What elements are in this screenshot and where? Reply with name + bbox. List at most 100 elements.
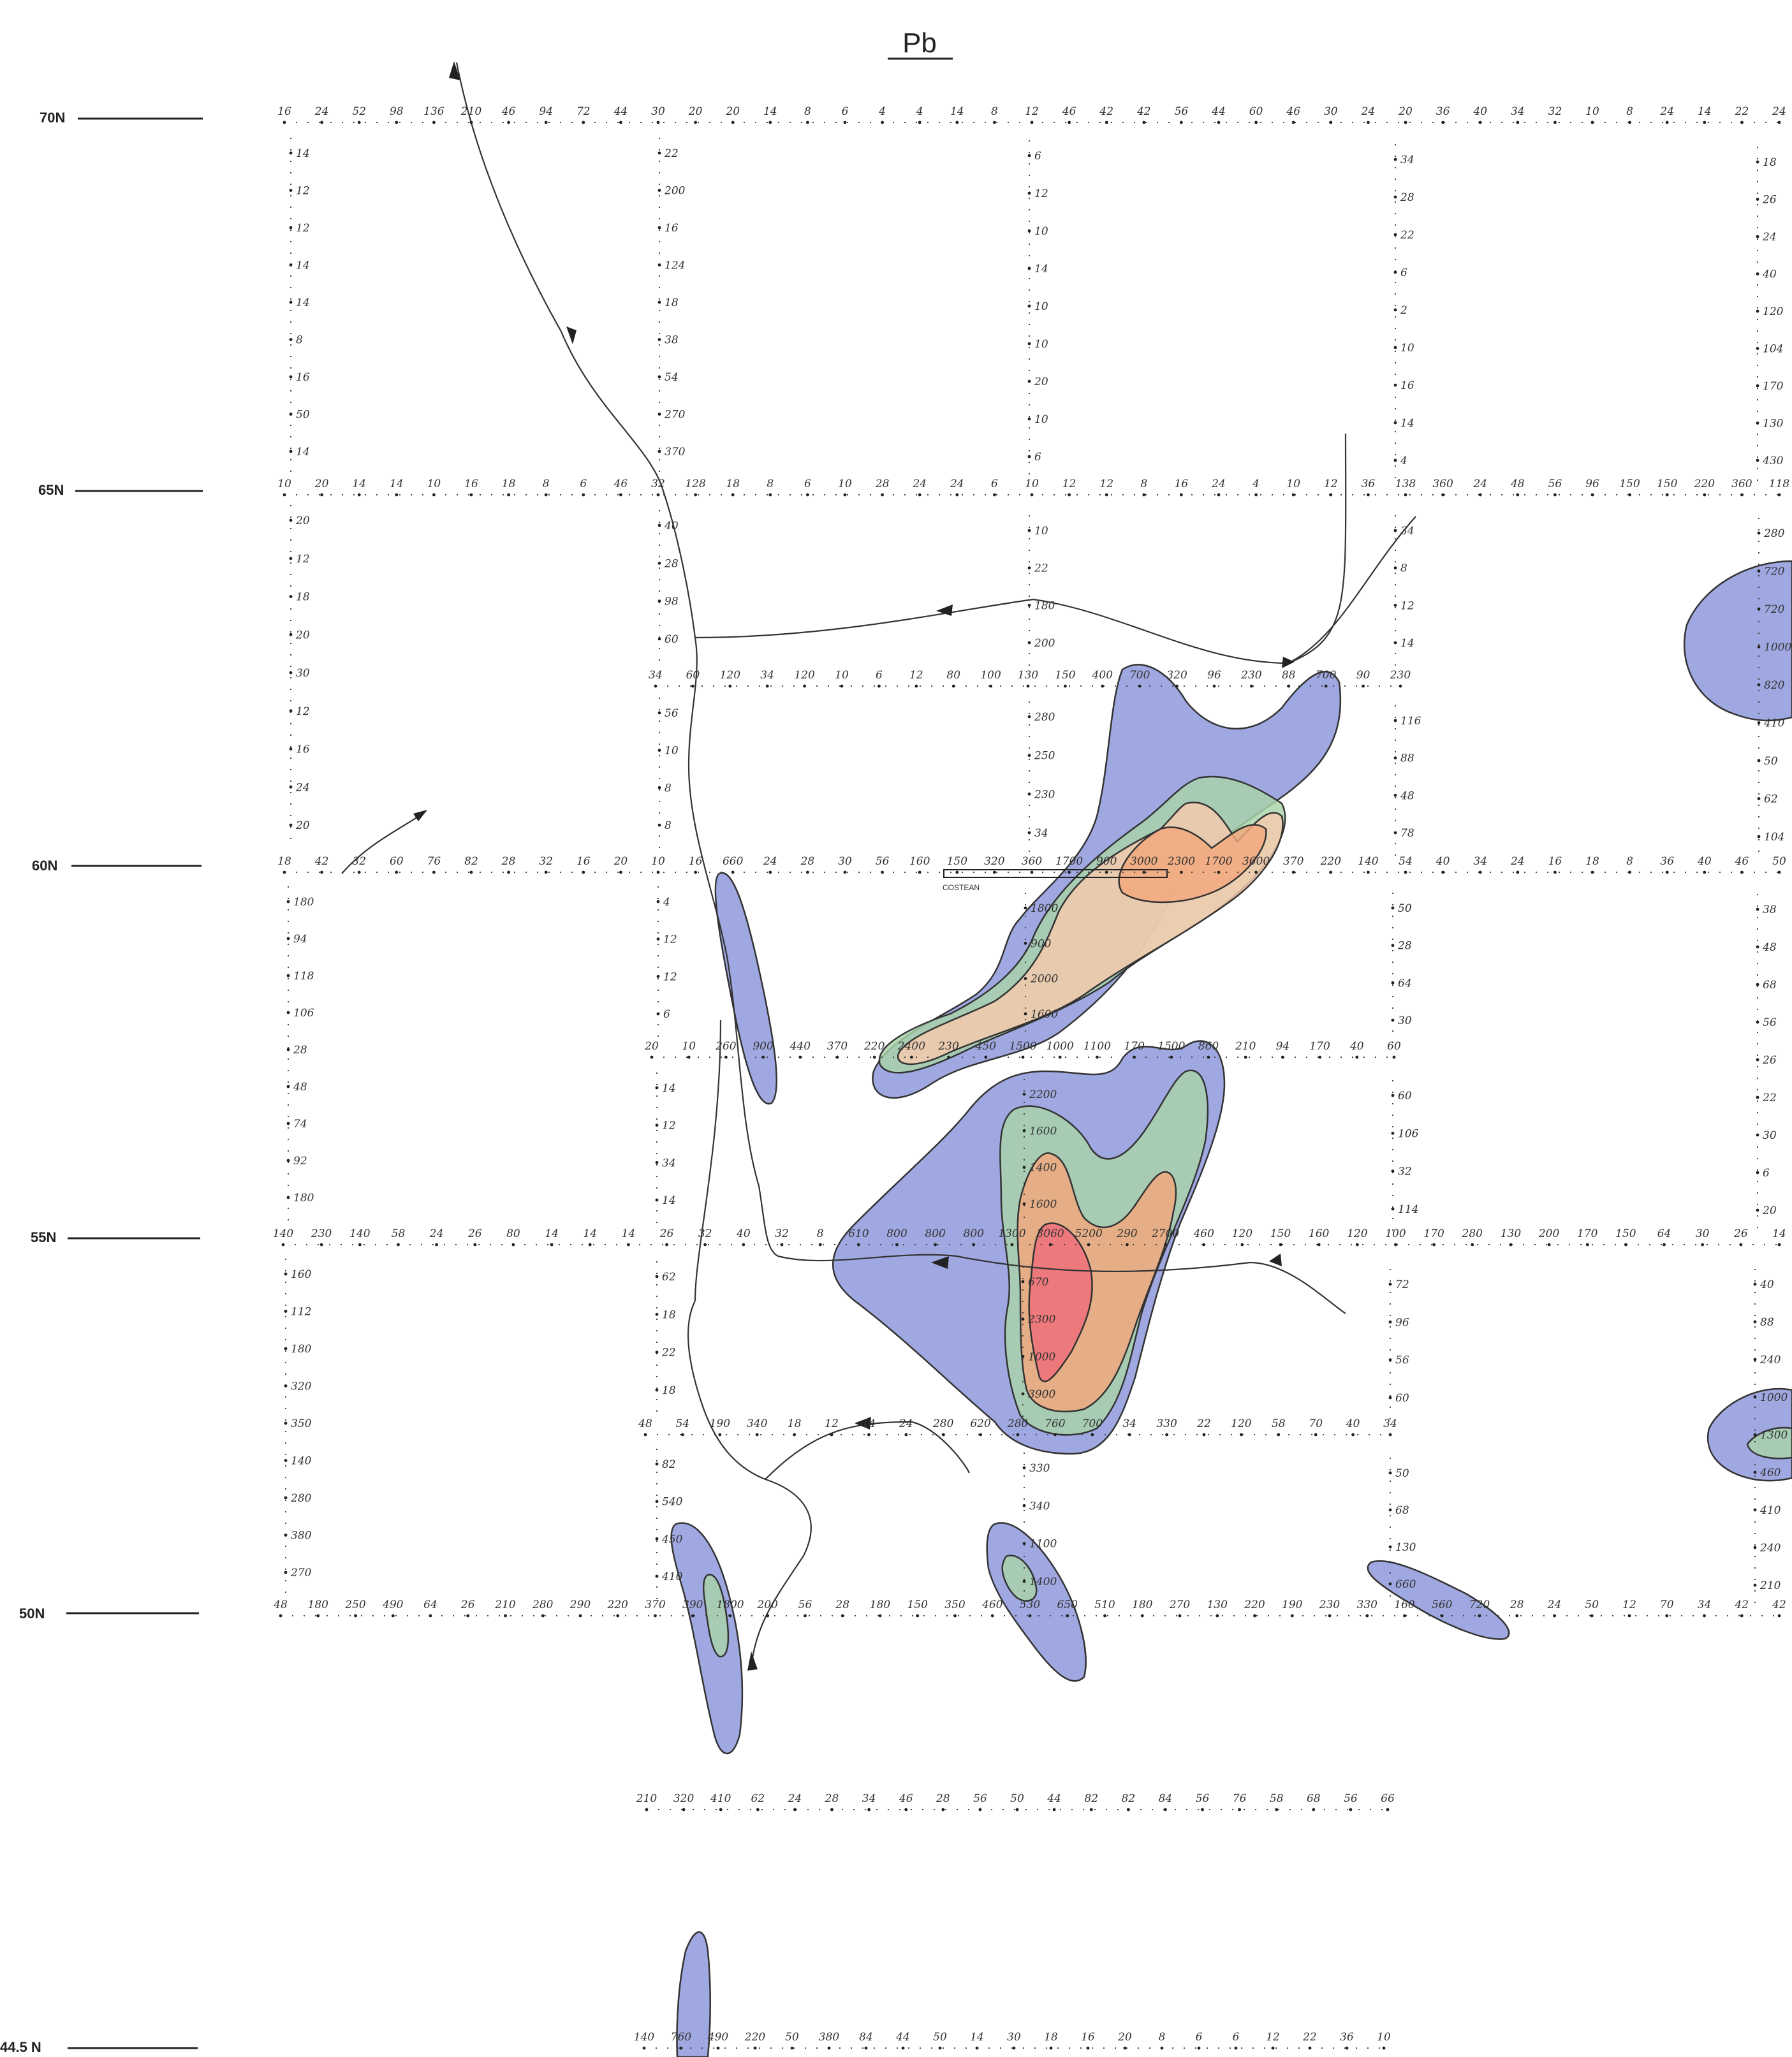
sample-value-col-d-7: 14	[1400, 417, 1414, 430]
sample-point-row-60n-4	[432, 870, 436, 874]
sample-value-row-50n-12: 1800	[716, 1599, 744, 1611]
sample-value-col-a4-6: 280	[290, 1492, 312, 1505]
sample-point-col-a4-0	[284, 1272, 288, 1276]
sample-point-row-57n-3	[761, 1055, 765, 1059]
sample-value-row-47n-1: 320	[673, 1792, 694, 1805]
sample-value-col-a2-4: 30	[296, 667, 310, 680]
sample-point-row-65n-31	[1441, 493, 1445, 497]
sample-value-row-52n-17: 58	[1272, 1417, 1286, 1430]
sample-point-row-44n-8	[938, 2046, 942, 2050]
sample-value-row-50n-16: 180	[870, 1599, 891, 1611]
sample-point-row-57n-11	[1058, 1055, 1062, 1059]
sample-value-col-d6-0: 72	[1395, 1278, 1409, 1291]
sample-point-row-60n-17	[918, 870, 922, 874]
sample-value-row-44n-1: 760	[671, 2031, 692, 2044]
sample-value-row-50n-34: 24	[1547, 1599, 1562, 1611]
sample-point-col-e4-4	[1753, 1433, 1757, 1437]
sample-value-row-65n-6: 18	[502, 478, 516, 490]
sample-value-row-50n-26: 220	[1244, 1599, 1265, 1611]
sample-value-row-70n-36: 8	[1626, 105, 1633, 118]
sample-point-col-c-0	[1027, 154, 1031, 157]
sample-value-row-50n-36: 12	[1622, 1599, 1636, 1611]
sample-value-row-65n-0: 10	[277, 478, 291, 490]
sample-value-row-65n-2: 14	[352, 478, 366, 490]
sample-value-row-57n-8: 230	[937, 1040, 959, 1053]
sample-point-col-d-7	[1393, 421, 1397, 425]
sample-value-row-57n-19: 40	[1349, 1040, 1364, 1053]
sample-value-row-50n-31: 560	[1432, 1599, 1453, 1611]
sample-value-row-60n-5: 82	[464, 855, 478, 868]
sample-value-row-60n-24: 2300	[1167, 855, 1195, 868]
sample-value-col-e3-6: 30	[1763, 1129, 1777, 1142]
sample-point-row-50n-20	[1028, 1614, 1032, 1618]
sample-point-col-b3-0	[657, 711, 661, 715]
sample-value-col-b-0: 22	[664, 147, 679, 160]
sample-point-col-e3-2	[1756, 983, 1759, 986]
sample-value-row-62n-13: 700	[1129, 669, 1150, 682]
sample-point-row-57n-19	[1355, 1055, 1359, 1059]
sample-point-row-65n-39	[1740, 493, 1744, 497]
sample-value-row-55n-9: 14	[622, 1227, 636, 1240]
sample-point-row-70n-22	[1105, 121, 1108, 124]
sample-point-row-50n-3	[391, 1614, 395, 1618]
sample-point-col-a-5	[289, 338, 293, 341]
sample-point-row-44n-19	[1345, 2046, 1349, 2050]
sample-value-row-60n-2: 32	[352, 855, 366, 868]
sample-point-row-57n-6	[872, 1055, 876, 1059]
sample-point-col-b6-2	[655, 1351, 659, 1354]
sample-point-row-65n-17	[918, 493, 922, 497]
sample-value-row-70n-34: 32	[1548, 105, 1562, 118]
sample-value-col-e4-6: 410	[1759, 1504, 1781, 1517]
sample-value-row-52n-19: 40	[1346, 1417, 1360, 1430]
sample-point-col-e2-3	[1757, 645, 1761, 648]
sample-point-row-62n-8	[951, 684, 955, 688]
sample-point-row-65n-23	[1142, 493, 1146, 497]
sample-value-col-b5-0: 14	[662, 1082, 676, 1095]
sample-value-row-65n-1: 20	[314, 478, 329, 490]
sample-point-row-70n-40	[1777, 121, 1781, 124]
sample-point-row-62n-18	[1324, 684, 1328, 688]
sample-value-col-b5-1: 12	[662, 1120, 676, 1132]
sample-value-row-52n-2: 190	[710, 1417, 731, 1430]
sample-value-col-c6-0: 670	[1028, 1276, 1049, 1289]
sample-value-col-d-4: 2	[1400, 304, 1407, 317]
sample-point-col-a3-8	[286, 1196, 290, 1199]
sample-point-col-d-6	[1393, 383, 1397, 387]
sample-point-row-60n-30	[1404, 870, 1407, 874]
sample-value-row-70n-4: 136	[423, 105, 444, 118]
sample-point-col-c7-0	[1022, 1466, 1026, 1470]
sample-value-col-e3-7: 6	[1763, 1167, 1770, 1180]
sample-value-row-55n-31: 280	[1462, 1227, 1483, 1240]
sample-point-row-70n-25	[1217, 121, 1221, 124]
sample-point-row-44n-15	[1197, 2046, 1201, 2050]
sample-point-col-d7-2	[1388, 1545, 1392, 1549]
sample-point-row-52n-11	[1054, 1433, 1057, 1437]
sample-point-row-57n-12	[1096, 1055, 1099, 1059]
sample-point-row-47n-1	[682, 1808, 686, 1812]
sample-point-row-60n-10	[656, 870, 660, 874]
sample-value-row-47n-5: 28	[825, 1792, 839, 1805]
sample-value-col-e-1: 26	[1762, 194, 1777, 207]
anomaly-zone-blue-60n-col	[714, 872, 777, 1105]
sample-point-col-d2-1	[1393, 566, 1397, 570]
sample-point-row-60n-38	[1703, 870, 1707, 874]
sample-value-row-55n-32: 130	[1501, 1227, 1522, 1240]
sample-point-row-65n-40	[1777, 493, 1781, 497]
sample-point-row-60n-2	[357, 870, 361, 874]
sample-point-row-65n-0	[283, 493, 286, 497]
anomaly-zone-blue-50n-right	[1367, 1560, 1510, 1640]
sample-value-row-44n-3: 220	[744, 2031, 766, 2044]
sample-value-col-c2-2: 180	[1034, 599, 1055, 612]
sample-value-row-50n-0: 48	[273, 1599, 288, 1611]
sample-value-col-b3-1: 10	[665, 745, 679, 758]
sample-point-row-70n-12	[731, 121, 735, 124]
sample-value-row-70n-8: 72	[577, 105, 591, 118]
sample-point-row-50n-13	[766, 1614, 770, 1618]
sample-value-col-b4-0: 4	[663, 896, 670, 909]
sample-value-row-65n-4: 10	[427, 478, 441, 490]
sample-value-col-a4-8: 270	[290, 1567, 312, 1579]
sample-value-row-65n-30: 138	[1395, 478, 1416, 490]
latitude-label-44-5n: 44.5 N	[0, 2039, 41, 2055]
sample-value-row-55n-7: 14	[545, 1227, 559, 1240]
sample-point-row-50n-23	[1140, 1614, 1144, 1618]
